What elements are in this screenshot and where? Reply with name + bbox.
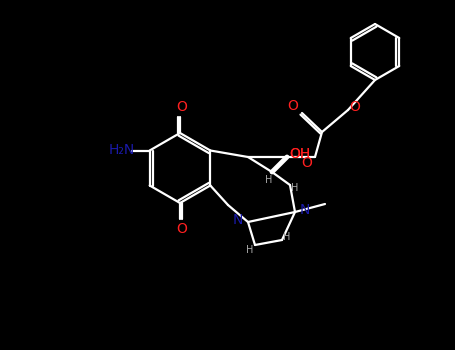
Text: H: H xyxy=(246,245,254,255)
Text: H: H xyxy=(283,232,291,242)
Text: O: O xyxy=(349,100,360,114)
Text: H: H xyxy=(265,175,273,185)
Text: H: H xyxy=(291,183,298,193)
Text: H₂N: H₂N xyxy=(109,144,135,158)
Text: OH: OH xyxy=(289,147,311,161)
Text: O: O xyxy=(177,100,187,114)
Text: O: O xyxy=(177,222,187,236)
Text: O: O xyxy=(302,156,313,170)
Text: OH: OH xyxy=(289,147,311,161)
Text: N: N xyxy=(233,213,243,227)
Text: N: N xyxy=(300,203,310,217)
Text: O: O xyxy=(288,99,298,113)
